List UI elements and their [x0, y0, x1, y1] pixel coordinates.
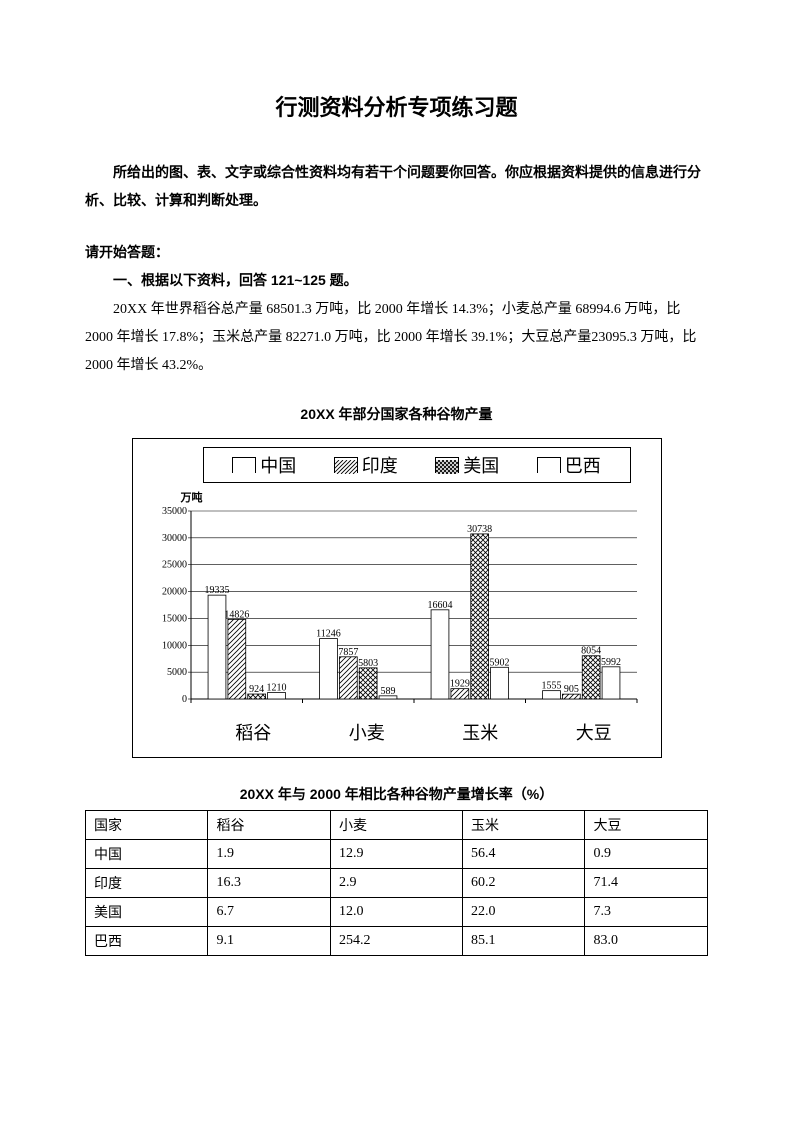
table-cell: 0.9	[585, 840, 708, 869]
svg-text:25000: 25000	[162, 560, 187, 571]
table-cell: 56.4	[462, 840, 584, 869]
svg-text:35000: 35000	[162, 506, 187, 517]
table-title: 20XX 年与 2000 年相比各种谷物产量增长率（%）	[85, 784, 708, 804]
svg-text:1929: 1929	[449, 679, 469, 690]
svg-text:589: 589	[380, 686, 395, 697]
svg-text:7857: 7857	[338, 647, 358, 658]
table-cell: 16.3	[208, 869, 330, 898]
svg-text:16604: 16604	[427, 600, 452, 611]
svg-text:20000: 20000	[162, 587, 187, 598]
svg-text:0: 0	[182, 694, 187, 705]
chart-legend: 中国 印度 美国 巴西	[203, 447, 631, 483]
table-header-cell: 大豆	[585, 811, 708, 840]
legend-label: 印度	[362, 452, 398, 478]
table-cell: 6.7	[208, 898, 330, 927]
legend-swatch	[537, 457, 561, 473]
table-cell: 12.9	[330, 840, 462, 869]
svg-text:15000: 15000	[162, 613, 187, 624]
table-row: 美国6.712.022.07.3	[86, 898, 708, 927]
table-cell: 85.1	[462, 927, 584, 956]
y-axis-unit: 万吨	[181, 489, 651, 505]
svg-text:905: 905	[563, 684, 578, 695]
legend-label: 中国	[260, 452, 296, 478]
legend-label: 美国	[463, 452, 499, 478]
legend-swatch	[232, 457, 256, 473]
table-row: 中国1.912.956.40.9	[86, 840, 708, 869]
table-header-cell: 玉米	[462, 811, 584, 840]
legend-item: 美国	[435, 452, 499, 478]
bar-plot: 0 5000 10000 15000 20000 25000 30000 35000 19335…	[143, 505, 643, 715]
table-cell: 83.0	[585, 927, 708, 956]
table-cell: 印度	[86, 869, 208, 898]
table-header-cell: 国家	[86, 811, 208, 840]
legend-item: 印度	[334, 452, 398, 478]
table-row: 国家稻谷小麦玉米大豆	[86, 811, 708, 840]
svg-text:5000: 5000	[167, 667, 187, 678]
table-cell: 71.4	[585, 869, 708, 898]
svg-text:30738: 30738	[467, 524, 492, 535]
table-cell: 中国	[86, 840, 208, 869]
svg-text:5803: 5803	[358, 658, 378, 669]
table-cell: 1.9	[208, 840, 330, 869]
start-label: 请开始答题：	[85, 242, 708, 262]
table-cell: 9.1	[208, 927, 330, 956]
body-paragraph: 20XX 年世界稻谷总产量 68501.3 万吨，比 2000 年增长 14.3…	[85, 296, 708, 380]
chart: 中国 印度 美国 巴西 万吨 0 5000 10000 15000 20000 25000 300…	[132, 438, 662, 758]
svg-text:1210: 1210	[266, 683, 286, 694]
page-title: 行测资料分析专项练习题	[85, 90, 708, 122]
x-label: 小麦	[310, 719, 424, 745]
x-label: 玉米	[424, 719, 538, 745]
svg-text:8054: 8054	[581, 646, 601, 657]
table-row: 巴西9.1254.285.183.0	[86, 927, 708, 956]
table-cell: 7.3	[585, 898, 708, 927]
svg-text:14826: 14826	[224, 609, 249, 620]
chart-title: 20XX 年部分国家各种谷物产量	[85, 404, 708, 424]
table-header-cell: 稻谷	[208, 811, 330, 840]
legend-item: 巴西	[537, 452, 601, 478]
table-cell: 巴西	[86, 927, 208, 956]
table-header-cell: 小麦	[330, 811, 462, 840]
section-head: 一、根据以下资料，回答 121~125 题。	[85, 270, 708, 290]
svg-text:5992: 5992	[601, 657, 621, 668]
legend-swatch	[334, 457, 358, 473]
legend-label: 巴西	[565, 452, 601, 478]
x-axis-labels: 稻谷小麦玉米大豆	[197, 719, 651, 745]
x-label: 大豆	[537, 719, 651, 745]
svg-text:5902: 5902	[489, 657, 509, 668]
table-cell: 12.0	[330, 898, 462, 927]
growth-table: 国家稻谷小麦玉米大豆中国1.912.956.40.9印度16.32.960.27…	[85, 810, 708, 956]
svg-text:11246: 11246	[316, 629, 341, 640]
table-cell: 22.0	[462, 898, 584, 927]
intro-text: 所给出的图、表、文字或综合性资料均有若干个问题要你回答。你应根据资料提供的信息进…	[85, 158, 708, 214]
svg-text:10000: 10000	[162, 640, 187, 651]
table-row: 印度16.32.960.271.4	[86, 869, 708, 898]
table-cell: 2.9	[330, 869, 462, 898]
table-cell: 254.2	[330, 927, 462, 956]
svg-text:924: 924	[249, 684, 264, 695]
legend-swatch	[435, 457, 459, 473]
table-cell: 美国	[86, 898, 208, 927]
x-label: 稻谷	[197, 719, 311, 745]
svg-text:19335: 19335	[204, 585, 229, 596]
svg-text:30000: 30000	[162, 533, 187, 544]
table-cell: 60.2	[462, 869, 584, 898]
legend-item: 中国	[232, 452, 296, 478]
svg-text:1555: 1555	[541, 681, 561, 692]
